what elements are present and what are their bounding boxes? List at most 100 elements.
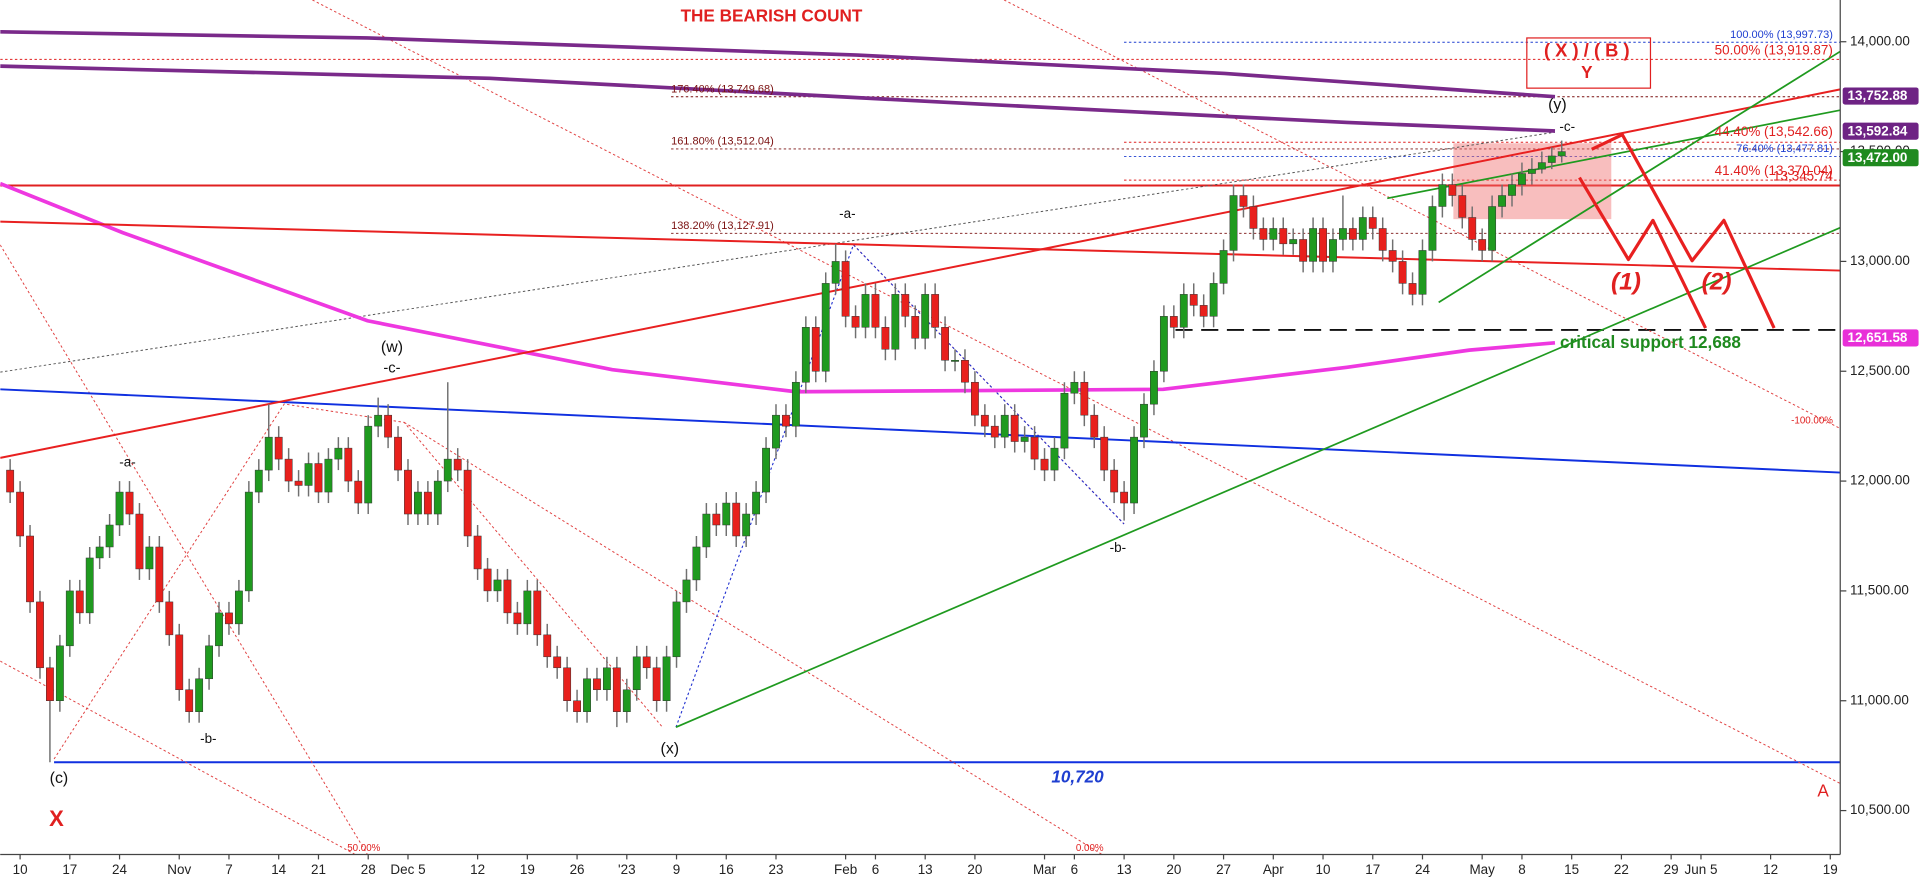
candle-body bbox=[46, 667, 54, 701]
annotation: -b- bbox=[200, 731, 216, 746]
candle-body bbox=[831, 261, 840, 284]
x-tick-label: Apr bbox=[1263, 862, 1284, 877]
projection bbox=[1526, 37, 1776, 329]
x-tick-label: 29 bbox=[1664, 862, 1679, 877]
candle-body bbox=[225, 612, 233, 625]
candle-body bbox=[215, 612, 223, 647]
candle-body bbox=[105, 524, 114, 548]
candle-body bbox=[175, 634, 184, 691]
candle-body bbox=[712, 513, 721, 526]
candle-body bbox=[553, 656, 562, 669]
candle-body bbox=[1498, 195, 1506, 207]
candle-body bbox=[861, 294, 870, 328]
candle-body bbox=[990, 425, 999, 438]
candle-body bbox=[414, 491, 422, 515]
x-tick-label: 19 bbox=[520, 862, 535, 877]
candle-body bbox=[145, 546, 154, 570]
candle-body bbox=[1348, 228, 1357, 240]
candle-body bbox=[533, 590, 542, 636]
x-tick-label: Mar bbox=[1033, 862, 1057, 877]
candle-body bbox=[503, 579, 512, 614]
candle-body bbox=[951, 360, 959, 362]
y-tick-label: 12,500.00 bbox=[1850, 363, 1910, 378]
price-tag-label: 12,651.58 bbox=[1848, 330, 1908, 345]
annotation: -c- bbox=[383, 360, 400, 376]
candle-body bbox=[931, 294, 940, 328]
annotation: (1) bbox=[1611, 268, 1641, 295]
x-tick-label: 6 bbox=[1071, 862, 1078, 877]
candle-body bbox=[672, 601, 681, 658]
trendline bbox=[0, 388, 1841, 474]
candle-body bbox=[244, 491, 253, 592]
candle-body bbox=[1140, 403, 1148, 438]
candle-body bbox=[1100, 436, 1109, 471]
candle-body bbox=[1468, 217, 1477, 240]
x-tick-label: 22 bbox=[1614, 862, 1629, 877]
candle-body bbox=[1060, 392, 1069, 449]
candle-body bbox=[970, 381, 979, 416]
y-tick-label: 12,000.00 bbox=[1850, 473, 1910, 488]
candle-body bbox=[185, 689, 194, 712]
price-tag-label: 13,752.88 bbox=[1848, 88, 1908, 103]
candle-body bbox=[1378, 228, 1387, 251]
candle-body bbox=[1070, 381, 1079, 394]
candle-body bbox=[1219, 250, 1228, 284]
price-tag bbox=[1842, 87, 1919, 105]
label-box bbox=[1526, 37, 1652, 89]
level-label: 138.20% (13,127.91) bbox=[671, 220, 774, 232]
candle-body bbox=[324, 458, 333, 493]
candle-body bbox=[593, 678, 601, 691]
x-tick-label: 10 bbox=[13, 862, 28, 877]
level-label: critical support 12,688 bbox=[1560, 332, 1741, 352]
level-label: 44.40% (13,542.66) bbox=[1715, 124, 1833, 139]
projection-path bbox=[1591, 133, 1776, 329]
candle-body bbox=[463, 469, 472, 537]
candle-body bbox=[1418, 250, 1427, 295]
level-label: 50.00% (13,919.87) bbox=[1715, 42, 1833, 57]
candle-body bbox=[304, 463, 313, 486]
candle-body bbox=[1199, 305, 1208, 317]
annotation: -c- bbox=[1559, 119, 1575, 134]
candle-body bbox=[612, 667, 621, 712]
trendline bbox=[675, 226, 1841, 728]
candle-body bbox=[1547, 155, 1556, 163]
candle-body bbox=[1557, 151, 1566, 157]
labels: 10,500.00 11,000.00 11,500.00 12,000.00 12,5… bbox=[13, 6, 1919, 877]
level-label: 176.40% (13,749.68) bbox=[671, 83, 774, 95]
x-tick-label: Jun 5 bbox=[1685, 862, 1718, 877]
candle-body bbox=[384, 414, 393, 438]
candle-body bbox=[55, 645, 64, 701]
x-tick-label: May bbox=[1469, 862, 1495, 877]
trendline bbox=[0, 220, 1841, 272]
candle-body bbox=[274, 436, 283, 460]
candle-body bbox=[811, 327, 820, 372]
candle-body bbox=[1508, 184, 1516, 196]
candle-body bbox=[483, 568, 492, 592]
candle-body bbox=[891, 294, 900, 350]
annotation: X bbox=[49, 806, 64, 831]
candle-body bbox=[1130, 436, 1138, 504]
candle-body bbox=[980, 414, 989, 427]
candle-body bbox=[762, 447, 770, 493]
candle-body bbox=[1299, 239, 1308, 262]
candle-body bbox=[1120, 491, 1129, 504]
candle-body bbox=[1339, 228, 1347, 240]
x-tick-label: 13 bbox=[918, 862, 933, 877]
candle-body bbox=[195, 678, 204, 712]
candle-body bbox=[622, 689, 631, 712]
candle-body bbox=[36, 601, 44, 669]
x-tick-label: 26 bbox=[570, 862, 585, 877]
channel-line bbox=[0, 244, 368, 855]
moving-average bbox=[0, 29, 1556, 99]
x-tick-label: '23 bbox=[618, 862, 636, 877]
moving-average bbox=[0, 181, 1556, 394]
candle-body bbox=[1269, 228, 1278, 240]
x-tick-label: 21 bbox=[311, 862, 326, 877]
candle-body bbox=[1080, 381, 1089, 416]
price-tag-label: 13,592.84 bbox=[1848, 123, 1908, 138]
level-label: 161.80% (13,512.04) bbox=[671, 135, 774, 147]
annotation: 50.00% bbox=[347, 843, 380, 854]
candle-body bbox=[1159, 316, 1168, 372]
